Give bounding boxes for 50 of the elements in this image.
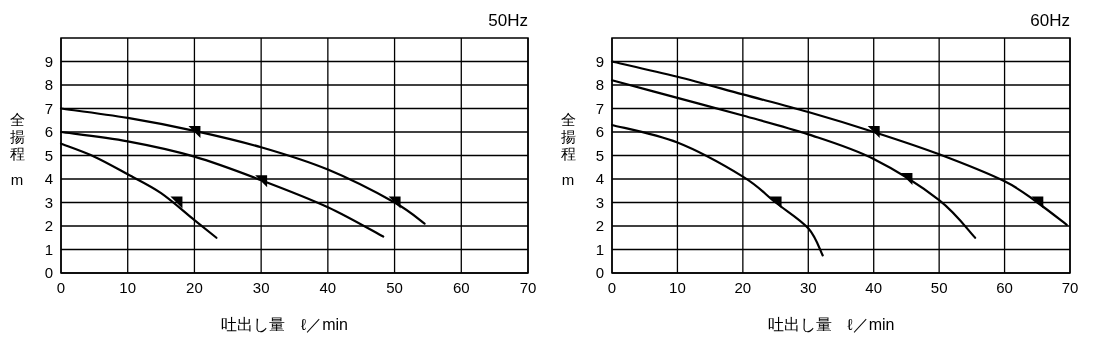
y-axis-title: 全揚程m	[9, 111, 25, 188]
y-tick-label: 8	[44, 76, 53, 93]
chart-title: 50Hz	[488, 11, 528, 30]
x-tick-label: 0	[607, 279, 617, 296]
y-tick-label: 1	[595, 240, 604, 258]
x-tick-label: 70	[519, 279, 537, 296]
x-tick-label: 40	[865, 279, 883, 296]
y-tick-label: 5	[595, 146, 604, 164]
y-tick-label: 9	[595, 52, 604, 70]
x-axis-title: 吐出し量 ℓ／min	[767, 316, 895, 333]
y-tick-label: 3	[595, 193, 604, 211]
y-tick-label: 7	[595, 99, 604, 117]
point	[188, 126, 201, 138]
y-tick-label: 7	[44, 99, 53, 117]
x-tick-label: 30	[799, 279, 817, 296]
y-tick-label: 4	[595, 170, 604, 187]
y-tick-label: 3	[44, 193, 53, 211]
y-tick-label: 1	[44, 240, 53, 258]
point	[867, 126, 880, 138]
point	[900, 173, 913, 185]
x-tick-label: 10	[119, 279, 137, 296]
y-tick-label: 6	[595, 123, 604, 140]
y-tick-label: 5	[44, 146, 53, 164]
x-tick-label: 50	[386, 279, 403, 296]
point	[1031, 196, 1044, 209]
y-tick-label: 4	[44, 170, 53, 187]
x-tick-label: 50	[930, 279, 948, 296]
y-tick-label: 8	[595, 76, 604, 93]
chart-title: 60Hz	[1030, 11, 1070, 30]
x-tick-label: 60	[452, 279, 470, 296]
x-axis-title: 吐出し量 ℓ／min	[221, 316, 348, 333]
x-tick-label: 0	[56, 279, 66, 296]
y-axis-title: 全揚程m	[560, 111, 576, 188]
point	[388, 196, 401, 209]
point	[769, 196, 782, 209]
x-tick-label: 40	[319, 279, 337, 296]
x-tick-label: 70	[1061, 279, 1079, 296]
y-tick-label: 0	[595, 264, 604, 281]
y-tick-label: 6	[44, 123, 53, 140]
x-tick-label: 30	[252, 279, 270, 296]
x-tick-label: 20	[734, 279, 752, 296]
x-tick-label: 20	[186, 279, 203, 296]
y-tick-label: 0	[44, 264, 53, 281]
x-tick-label: 10	[669, 279, 686, 296]
y-tick-label: 2	[44, 217, 53, 234]
x-tick-label: 60	[996, 279, 1013, 296]
y-tick-label: 2	[595, 217, 604, 234]
point	[255, 175, 268, 188]
point	[170, 196, 183, 209]
y-tick-label: 9	[44, 52, 53, 70]
